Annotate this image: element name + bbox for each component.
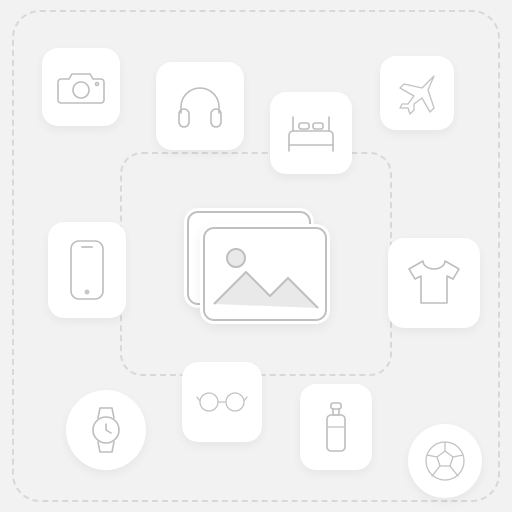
spray-bottle-icon <box>319 399 353 455</box>
phone-icon <box>67 238 107 302</box>
headphones-icon <box>173 81 227 131</box>
tile-ball[interactable] <box>408 424 482 498</box>
tile-glasses[interactable] <box>182 362 262 442</box>
tile-watch[interactable] <box>66 390 146 470</box>
tshirt-icon <box>405 257 463 309</box>
camera-icon <box>57 67 105 107</box>
image-placeholder-front <box>200 224 330 324</box>
glasses-icon <box>195 389 249 415</box>
tile-headphones[interactable] <box>156 62 244 150</box>
tile-phone[interactable] <box>48 222 126 318</box>
watch-icon <box>86 404 126 456</box>
tile-bed[interactable] <box>270 92 352 174</box>
tile-camera[interactable] <box>42 48 120 126</box>
tile-tshirt[interactable] <box>388 238 480 328</box>
airplane-icon <box>394 70 440 116</box>
bed-icon <box>285 111 337 155</box>
tile-spray[interactable] <box>300 384 372 470</box>
tile-airplane[interactable] <box>380 56 454 130</box>
soccer-ball-icon <box>422 438 468 484</box>
